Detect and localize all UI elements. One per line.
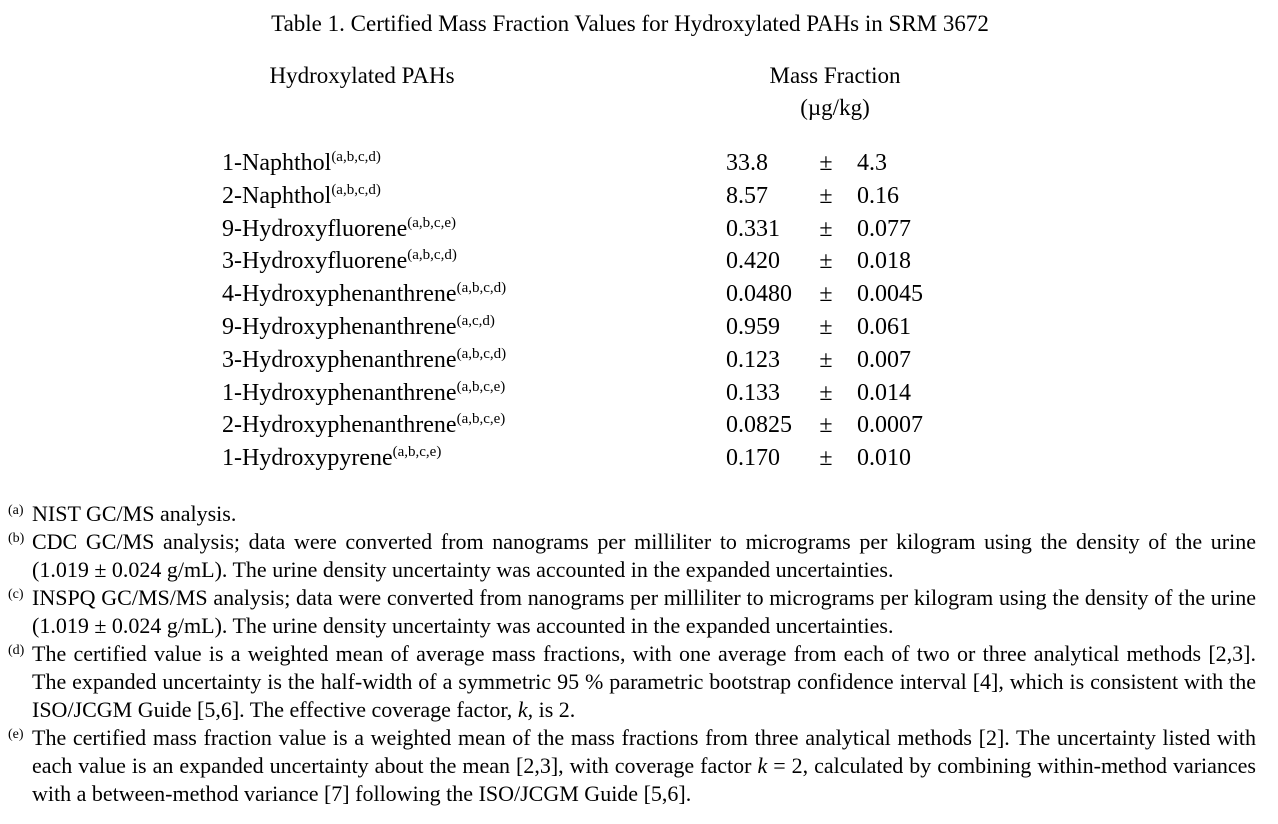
uncertainty-value: 4.3	[857, 150, 887, 176]
mass-fraction-value: 0.331	[726, 215, 780, 242]
footnote-b: (b) CDC GC/MS analysis; data were conver…	[8, 528, 1256, 584]
uncertainty-value: 0.018	[857, 248, 911, 275]
column-header-mass-fraction: Mass Fraction	[769, 63, 901, 88]
uncertainty-value: 0.007	[857, 346, 911, 373]
plus-minus-sign: ±	[819, 215, 833, 242]
table-row: 1-Hydroxypyrene(a,b,c,e) 0.170 ± 0.010	[222, 442, 982, 475]
footnote-marker: (d)	[8, 643, 25, 658]
footnote-text: CDC GC/MS analysis; data were converted …	[32, 529, 1256, 582]
mass-fraction-value: 0.0480	[726, 281, 792, 308]
mass-fraction-value: 8.57	[726, 182, 768, 209]
mass-fraction-value: 0.123	[726, 346, 780, 373]
mass-fraction-value: 0.420	[726, 248, 780, 275]
coverage-factor-symbol: k,	[517, 697, 534, 722]
analyte-name: 9-Hydroxyfluorene(a,b,c,e)	[222, 214, 456, 242]
footnote-marker: (c)	[8, 587, 24, 602]
uncertainty-value: 0.16	[857, 182, 899, 209]
footnote-text: INSPQ GC/MS/MS analysis; data were conve…	[32, 585, 1256, 638]
uncertainty-value: 0.014	[857, 379, 911, 406]
table-row: 1-Hydroxyphenanthrene(a,b,c,e) 0.133 ± 0…	[222, 377, 982, 410]
table-row: 3-Hydroxyphenanthrene(a,b,c,d) 0.123 ± 0…	[222, 344, 982, 377]
footnote-refs: (a,b,c,d)	[331, 149, 381, 165]
table-row: 9-Hydroxyfluorene(a,b,c,e) 0.331 ± 0.077	[222, 213, 982, 246]
plus-minus-sign: ±	[819, 313, 833, 340]
plus-minus-sign: ±	[819, 281, 833, 308]
analyte-name: 4-Hydroxyphenanthrene(a,b,c,d)	[222, 280, 507, 308]
analyte-name: 3-Hydroxyphenanthrene(a,b,c,d)	[222, 345, 507, 373]
table-row: 2-Hydroxyphenanthrene(a,b,c,e) 0.0825 ± …	[222, 409, 982, 442]
coverage-factor-symbol: k	[757, 753, 768, 778]
plus-minus-sign: ±	[819, 379, 833, 406]
table-row: 9-Hydroxyphenanthrene(a,c,d) 0.959 ± 0.0…	[222, 311, 982, 344]
footnote-marker: (a)	[8, 503, 24, 518]
plus-minus-sign: ±	[819, 412, 833, 439]
footnote-refs: (a,b,c,e)	[392, 444, 442, 461]
footnote-a: (a) NIST GC/MS analysis.	[8, 500, 1256, 528]
footnote-refs: (a,b,c,e)	[407, 214, 456, 231]
analyte-name: 2-Hydroxyphenanthrene(a,b,c,e)	[222, 411, 506, 439]
plus-minus-sign: ±	[819, 346, 833, 373]
footnote-text: NIST GC/MS analysis.	[32, 501, 237, 526]
footnote-refs: (a,b,c,d)	[456, 345, 507, 362]
analyte-name: 1-Naphthol(a,b,c,d)	[222, 149, 381, 176]
mass-fraction-value: 0.170	[726, 445, 780, 472]
plus-minus-sign: ±	[819, 248, 833, 275]
mass-fraction-value: 0.0825	[726, 412, 792, 439]
footnote-text: The certified value is a weighted mean o…	[32, 641, 1256, 722]
table-row: 3-Hydroxyfluorene(a,b,c,d) 0.420 ± 0.018	[222, 245, 982, 278]
analyte-name: 1-Hydroxypyrene(a,b,c,e)	[222, 444, 442, 472]
analyte-name: 9-Hydroxyphenanthrene(a,c,d)	[222, 312, 495, 340]
column-header-unit: (µg/kg)	[800, 95, 870, 120]
footnote-refs: (a,b,c,d)	[407, 247, 457, 264]
uncertainty-value: 0.077	[857, 215, 911, 242]
table-row: 1-Naphthol(a,b,c,d) 33.8 ± 4.3	[222, 147, 982, 180]
analyte-name: 1-Hydroxyphenanthrene(a,b,c,e)	[222, 378, 506, 406]
mass-fraction-value: 0.959	[726, 313, 780, 340]
table-body: 1-Naphthol(a,b,c,d) 33.8 ± 4.3 2-Naphtho…	[222, 147, 982, 475]
footnote-d: (d) The certified value is a weighted me…	[8, 640, 1256, 724]
footnote-refs: (a,b,c,e)	[456, 378, 506, 395]
uncertainty-value: 0.061	[857, 313, 911, 340]
footnote-refs: (a,b,c,e)	[456, 411, 506, 428]
footnote-refs: (a,c,d)	[456, 312, 495, 329]
analyte-name: 3-Hydroxyfluorene(a,b,c,d)	[222, 247, 457, 275]
plus-minus-sign: ±	[819, 150, 833, 176]
footnote-text: The certified mass fraction value is a w…	[32, 725, 1256, 806]
footnote-marker: (b)	[8, 531, 25, 546]
table-row: 2-Naphthol(a,b,c,d) 8.57 ± 0.16	[222, 180, 982, 213]
uncertainty-value: 0.0007	[857, 412, 923, 439]
plus-minus-sign: ±	[819, 445, 833, 472]
uncertainty-value: 0.010	[857, 445, 911, 472]
mass-fraction-value: 0.133	[726, 379, 780, 406]
footnote-c: (c) INSPQ GC/MS/MS analysis; data were c…	[8, 584, 1256, 640]
table-row: 4-Hydroxyphenanthrene(a,b,c,d) 0.0480 ± …	[222, 278, 982, 311]
footnote-refs: (a,b,c,d)	[456, 280, 507, 297]
column-header-analyte: Hydroxylated PAHs	[269, 63, 455, 88]
analyte-name: 2-Naphthol(a,b,c,d)	[222, 181, 381, 209]
footnote-marker: (e)	[8, 727, 24, 742]
plus-minus-sign: ±	[819, 182, 833, 209]
footnote-refs: (a,b,c,d)	[331, 181, 381, 198]
table-title: Table 1. Certified Mass Fraction Values …	[271, 11, 989, 36]
mass-fraction-value: 33.8	[726, 150, 768, 176]
footnote-e: (e) The certified mass fraction value is…	[8, 724, 1256, 808]
footnotes: (a) NIST GC/MS analysis. (b) CDC GC/MS a…	[8, 500, 1256, 808]
uncertainty-value: 0.0045	[857, 281, 923, 308]
